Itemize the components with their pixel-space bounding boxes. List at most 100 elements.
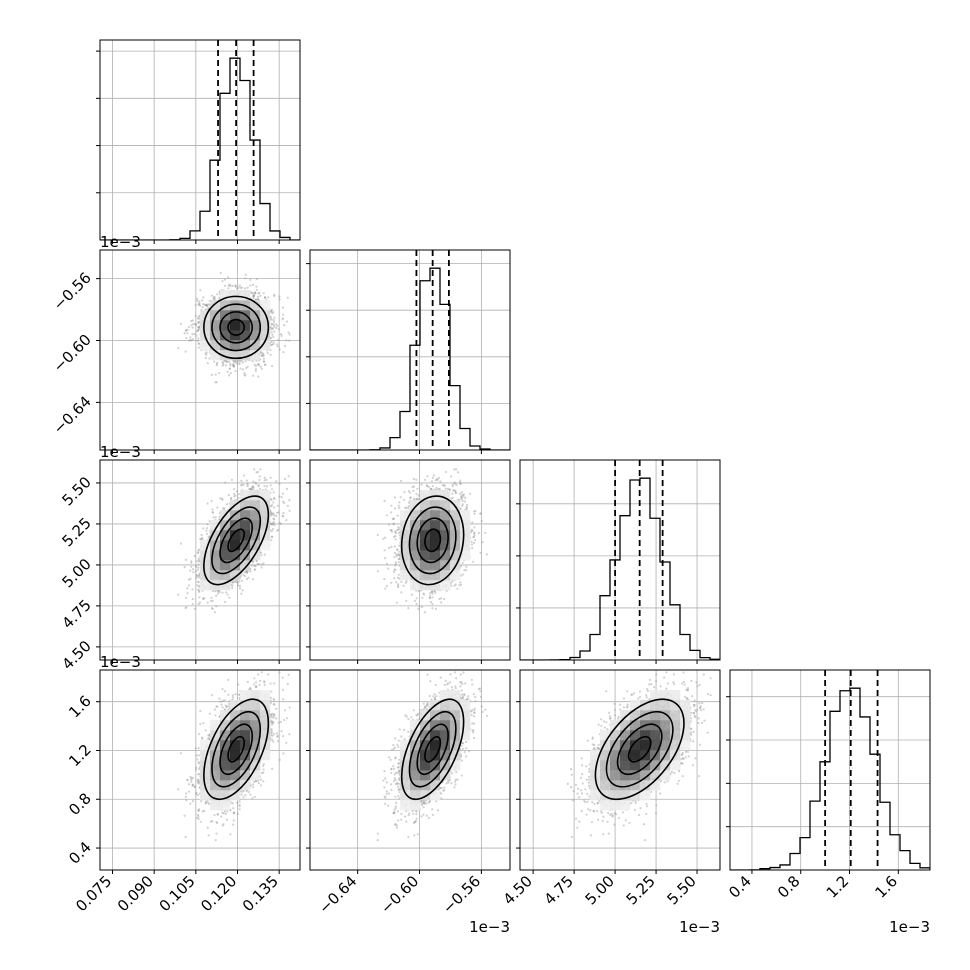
sample-point bbox=[228, 367, 231, 370]
sample-point bbox=[186, 332, 189, 335]
sample-point bbox=[241, 368, 244, 371]
sample-point bbox=[197, 337, 200, 340]
sample-point bbox=[252, 297, 255, 300]
sample-point bbox=[271, 364, 274, 368]
sample-point bbox=[246, 365, 249, 368]
density-cell bbox=[250, 330, 261, 341]
sample-point bbox=[193, 322, 196, 326]
sample-point bbox=[270, 318, 273, 321]
sample-point bbox=[276, 324, 279, 327]
sample-point bbox=[204, 304, 207, 307]
density-cell bbox=[220, 290, 231, 301]
sample-point bbox=[266, 351, 269, 355]
sample-point bbox=[230, 583, 233, 586]
sample-point bbox=[210, 373, 213, 376]
sample-point bbox=[206, 304, 209, 307]
sample-point bbox=[236, 287, 239, 290]
density-cell bbox=[240, 340, 251, 351]
sample-point bbox=[262, 357, 265, 360]
sample-point bbox=[221, 280, 224, 283]
sample-point bbox=[221, 362, 224, 365]
sample-point bbox=[278, 298, 281, 301]
sample-point bbox=[205, 351, 208, 354]
sample-point bbox=[199, 289, 202, 292]
sample-point bbox=[255, 285, 258, 288]
sample-point bbox=[193, 332, 196, 336]
sample-point bbox=[226, 370, 229, 373]
sample-point bbox=[240, 360, 243, 363]
sample-point bbox=[251, 564, 254, 567]
density-cell bbox=[210, 320, 221, 331]
sample-point bbox=[259, 294, 262, 297]
sample-point bbox=[233, 495, 236, 498]
sample-point bbox=[272, 341, 275, 344]
sample-point bbox=[201, 306, 204, 309]
density-cell bbox=[260, 340, 271, 351]
sample-point bbox=[249, 284, 252, 287]
sample-point bbox=[244, 360, 247, 363]
sample-point bbox=[210, 607, 214, 610]
sample-point bbox=[228, 374, 231, 377]
sample-point bbox=[196, 560, 199, 563]
sample-point bbox=[263, 479, 266, 482]
sample-point bbox=[196, 568, 200, 571]
sample-point bbox=[232, 363, 235, 366]
sample-point bbox=[284, 345, 287, 348]
sample-point bbox=[255, 288, 258, 291]
sample-point bbox=[253, 363, 256, 366]
sample-point bbox=[271, 333, 274, 336]
sample-point bbox=[261, 352, 264, 355]
density-cell bbox=[250, 350, 261, 361]
sample-point bbox=[270, 331, 273, 334]
sample-point bbox=[214, 373, 217, 376]
sample-point bbox=[191, 326, 194, 329]
sample-point bbox=[198, 302, 201, 305]
sample-point bbox=[187, 578, 191, 581]
density-cell bbox=[250, 300, 261, 311]
sample-point bbox=[278, 348, 281, 351]
sample-point bbox=[190, 324, 193, 327]
density-cell bbox=[230, 320, 241, 331]
sample-point bbox=[211, 511, 215, 514]
sample-point bbox=[287, 331, 290, 334]
sample-point bbox=[259, 351, 263, 354]
sample-point bbox=[273, 293, 276, 296]
sample-point bbox=[197, 328, 200, 331]
sample-point bbox=[233, 360, 236, 363]
sample-point bbox=[210, 596, 213, 599]
sample-point bbox=[257, 292, 260, 295]
sample-point bbox=[264, 296, 267, 299]
sample-point bbox=[227, 276, 230, 279]
sample-point bbox=[210, 294, 213, 297]
sample-point bbox=[272, 311, 275, 314]
sample-point bbox=[205, 353, 208, 356]
sample-point bbox=[204, 352, 207, 355]
sample-point bbox=[186, 328, 189, 331]
sample-point bbox=[197, 585, 200, 588]
sample-point bbox=[232, 363, 235, 366]
sample-point bbox=[262, 360, 266, 363]
sample-point bbox=[270, 308, 274, 311]
sample-point bbox=[255, 278, 258, 281]
hist-panel-2 bbox=[306, 249, 511, 454]
sample-point bbox=[195, 576, 198, 580]
sample-point bbox=[270, 323, 273, 326]
sample-point bbox=[206, 601, 209, 604]
contour-line bbox=[227, 318, 245, 336]
histogram-step bbox=[310, 267, 510, 450]
sample-point bbox=[269, 310, 273, 313]
sample-point bbox=[191, 338, 195, 341]
sample-point bbox=[257, 298, 260, 301]
sample-point bbox=[273, 321, 276, 324]
sample-point bbox=[207, 303, 210, 306]
sample-point bbox=[239, 286, 242, 289]
sample-point bbox=[197, 342, 200, 345]
contour-line bbox=[219, 311, 254, 344]
sample-point bbox=[232, 360, 235, 363]
sample-point bbox=[233, 580, 236, 583]
sample-point bbox=[219, 271, 222, 275]
sample-point bbox=[245, 366, 248, 370]
density-cell bbox=[260, 330, 271, 341]
sample-point bbox=[244, 287, 247, 290]
